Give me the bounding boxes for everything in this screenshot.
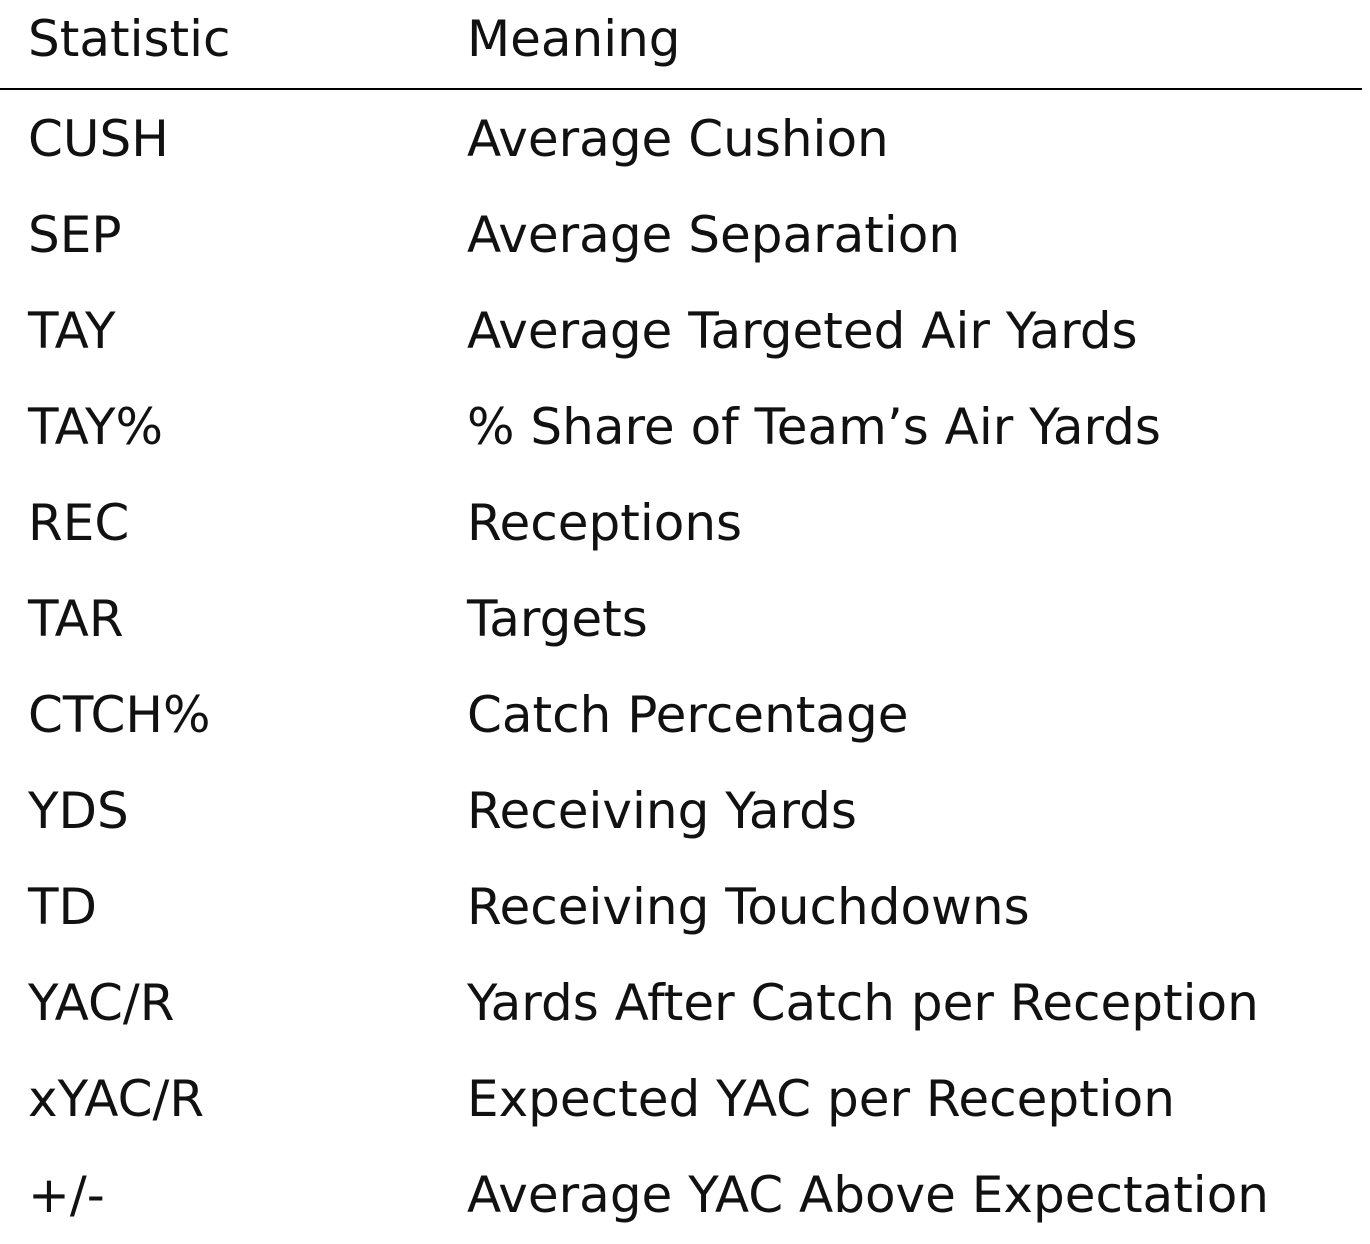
- table-row: TAY Average Targeted Air Yards: [0, 280, 1362, 376]
- table-row: TD Receiving Touchdowns: [0, 856, 1362, 952]
- table-row: YAC/R Yards After Catch per Reception: [0, 952, 1362, 1048]
- meaning-cell: Average Cushion: [467, 110, 889, 168]
- table-row: SEP Average Separation: [0, 184, 1362, 280]
- table-header-row: Statistic Meaning: [0, 0, 1362, 90]
- column-header-meaning: Meaning: [467, 10, 681, 68]
- statistic-cell: TAY: [28, 302, 116, 360]
- meaning-cell: Average YAC Above Expectation: [467, 1166, 1269, 1224]
- column-header-statistic: Statistic: [28, 10, 231, 68]
- statistic-cell: TAR: [28, 590, 124, 648]
- meaning-cell: Average Separation: [467, 206, 961, 264]
- meaning-cell: Receiving Touchdowns: [467, 878, 1030, 936]
- statistic-cell: REC: [28, 494, 130, 552]
- meaning-cell: Receptions: [467, 494, 743, 552]
- statistic-cell: CUSH: [28, 110, 169, 168]
- meaning-cell: Targets: [467, 590, 648, 648]
- statistic-cell: SEP: [28, 206, 122, 264]
- table-row: CTCH% Catch Percentage: [0, 664, 1362, 760]
- statistic-cell: TAY%: [28, 398, 164, 456]
- meaning-cell: Expected YAC per Reception: [467, 1070, 1175, 1128]
- table-row: TAY% % Share of Team’s Air Yards: [0, 376, 1362, 472]
- table-body: CUSH Average Cushion SEP Average Separat…: [0, 88, 1362, 1240]
- meaning-cell: Receiving Yards: [467, 782, 857, 840]
- statistic-cell: CTCH%: [28, 686, 211, 744]
- table-row: CUSH Average Cushion: [0, 88, 1362, 184]
- table-row: TAR Targets: [0, 568, 1362, 664]
- meaning-cell: % Share of Team’s Air Yards: [467, 398, 1161, 456]
- statistic-cell: TD: [28, 878, 98, 936]
- table-row: xYAC/R Expected YAC per Reception: [0, 1048, 1362, 1144]
- statistic-cell: YAC/R: [28, 974, 175, 1032]
- table-row: REC Receptions: [0, 472, 1362, 568]
- meaning-cell: Yards After Catch per Reception: [467, 974, 1259, 1032]
- meaning-cell: Catch Percentage: [467, 686, 909, 744]
- statistic-cell: YDS: [28, 782, 129, 840]
- meaning-cell: Average Targeted Air Yards: [467, 302, 1138, 360]
- table-row: +/- Average YAC Above Expectation: [0, 1144, 1362, 1240]
- table-row: YDS Receiving Yards: [0, 760, 1362, 856]
- statistic-cell: +/-: [28, 1166, 105, 1224]
- statistic-cell: xYAC/R: [28, 1070, 205, 1128]
